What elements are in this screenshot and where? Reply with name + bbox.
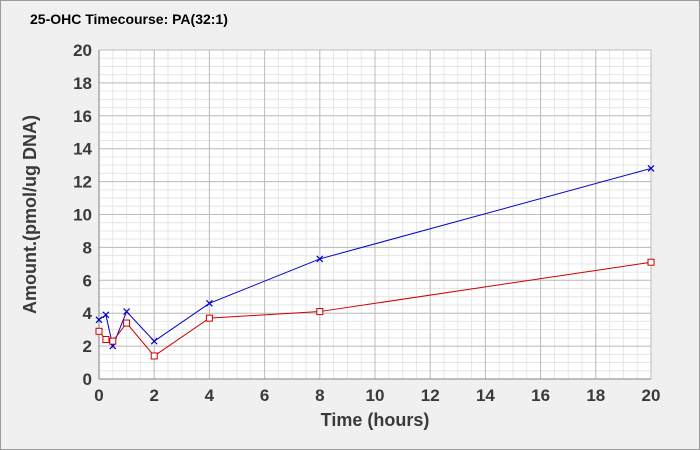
y-tick-label: 12 [73,173,92,192]
series-1-point [205,299,213,307]
x-tick-label: 18 [586,386,605,405]
y-tick-label: 4 [83,304,93,323]
plot-area: 0 2 4 6 8 10 12 14 16 18 20 0 2 4 6 8 10 12 14 16 18 20 [73,41,660,405]
series-2-point [150,352,158,360]
y-tick-label: 18 [73,74,92,93]
y-tick-label: 2 [83,337,92,356]
series-2-point [205,314,213,322]
x-tick-label: 20 [642,386,661,405]
series-1-point [123,308,131,315]
x-tick-label: 4 [205,386,215,405]
series-1-point [102,311,110,319]
y-tick-label: 10 [73,206,92,225]
x-tick-label: 0 [94,386,103,405]
series-1-point [647,165,655,172]
series-1-point [95,316,103,324]
y-tick-label: 16 [73,107,92,126]
x-tick-label: 12 [421,386,440,405]
series-2-point [102,336,110,344]
chart-title: 25-OHC Timecourse: PA(32:1) [30,11,228,27]
y-tick-label: 6 [83,271,92,290]
x-axis-title: Time (hours) [321,410,430,430]
series-2-point [95,327,103,335]
series-2-point [316,308,324,316]
y-tick-label: 0 [83,370,92,389]
x-tick-label: 14 [476,386,495,405]
series-2-point [647,258,655,266]
x-tick-label: 8 [315,386,324,405]
y-tick-label: 8 [83,238,92,257]
series-2-point [109,337,117,345]
x-tick-label: 10 [366,386,385,405]
series-1-point [316,255,324,263]
x-tick-label: 2 [149,386,158,405]
series-1-line [98,167,652,348]
y-tick-label: 20 [73,41,92,60]
series-1-point [150,337,158,345]
y-axis-title: Amount.(pmol/ug DNA) [20,115,40,314]
y-tick-label: 14 [73,140,92,159]
x-tick-label: 6 [260,386,269,405]
series-2-point [123,319,131,327]
x-tick-label: 16 [531,386,550,405]
